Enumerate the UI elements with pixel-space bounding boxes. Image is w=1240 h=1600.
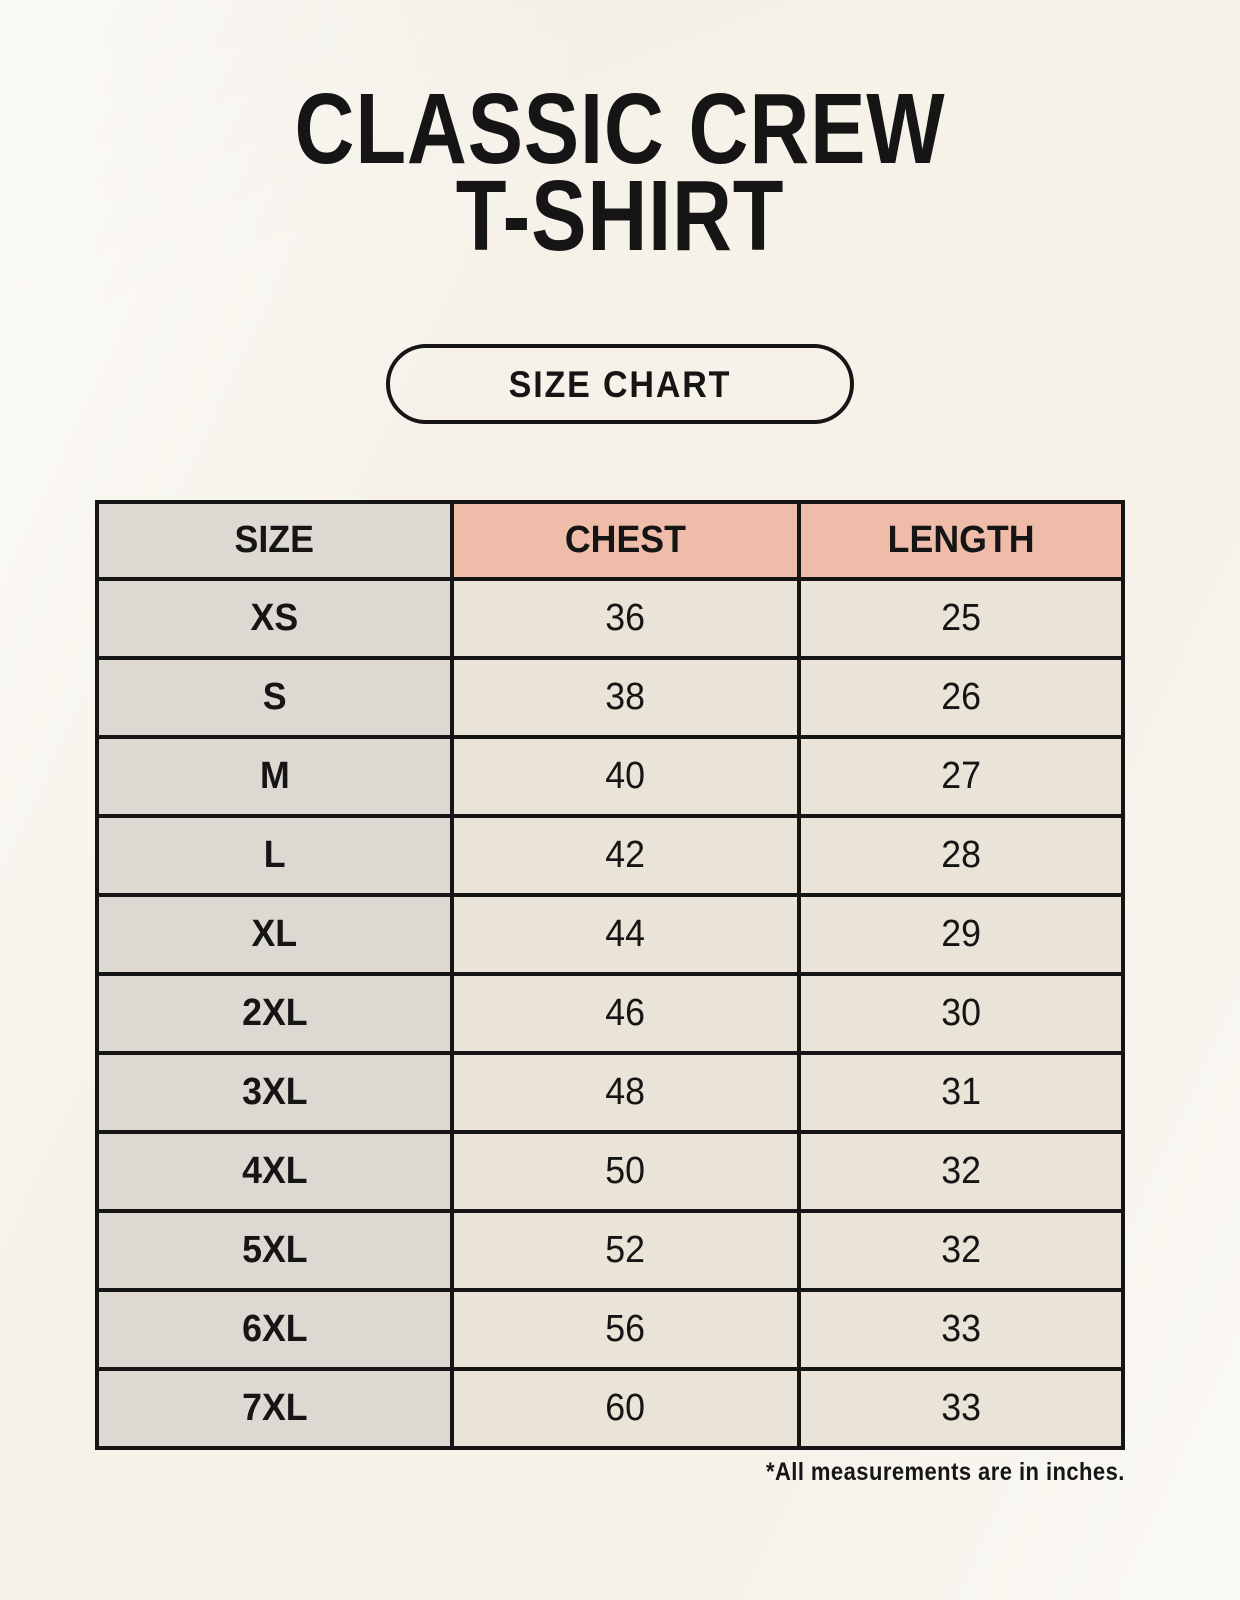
- table-row-xl: XL 44 29: [95, 893, 1126, 976]
- length-value: 28: [941, 834, 981, 876]
- size-value: 7XL: [241, 1387, 308, 1429]
- length-value: 25: [941, 597, 981, 639]
- table-row-l: L 42 28: [95, 814, 1126, 897]
- length-cell: 25: [796, 577, 1126, 660]
- size-label: 3XL: [95, 1051, 454, 1134]
- length-cell: 27: [796, 735, 1126, 818]
- chest-value: 42: [605, 834, 646, 876]
- column-header-chest: CHEST: [449, 500, 801, 581]
- size-value: XL: [251, 913, 298, 955]
- length-value: 30: [941, 992, 981, 1034]
- length-cell: 29: [796, 893, 1126, 976]
- size-chart-button-label: SIZE CHART: [508, 364, 732, 405]
- table-row-m: M 40 27: [95, 735, 1126, 818]
- length-value: 31: [941, 1071, 981, 1113]
- chest-cell: 44: [449, 893, 801, 976]
- column-header-length: LENGTH: [796, 500, 1126, 581]
- size-label: XS: [95, 577, 454, 660]
- chest-value: 46: [605, 992, 646, 1034]
- length-cell: 33: [796, 1367, 1126, 1450]
- column-header-chest-label: CHEST: [564, 519, 686, 561]
- size-chart-table: SIZE CHEST LENGTH XS 36 25 S 38 26 M: [95, 500, 1126, 1450]
- length-value: 29: [941, 913, 981, 955]
- chest-value: 44: [605, 913, 646, 955]
- chest-value: 60: [605, 1387, 646, 1429]
- size-label: 4XL: [95, 1130, 454, 1213]
- size-value: 4XL: [241, 1150, 308, 1192]
- table-row-6xl: 6XL 56 33: [95, 1288, 1126, 1371]
- length-cell: 33: [796, 1288, 1126, 1371]
- size-label: M: [95, 735, 454, 818]
- table-row-s: S 38 26: [95, 656, 1126, 739]
- size-label: XL: [95, 893, 454, 976]
- length-value: 27: [941, 755, 981, 797]
- table-row-3xl: 3XL 48 31: [95, 1051, 1126, 1134]
- chest-cell: 60: [449, 1367, 801, 1450]
- size-value: 5XL: [241, 1229, 308, 1271]
- table-header-row: SIZE CHEST LENGTH: [95, 500, 1126, 581]
- chest-value: 38: [605, 676, 646, 718]
- chest-cell: 48: [449, 1051, 801, 1134]
- size-value: S: [262, 676, 287, 718]
- size-value: L: [263, 834, 286, 876]
- size-value: XS: [250, 597, 299, 639]
- measurements-footnote-text: *All measurements are in inches.: [766, 1458, 1125, 1486]
- size-value: 6XL: [241, 1308, 308, 1350]
- size-label: S: [95, 656, 454, 739]
- table-row-5xl: 5XL 52 32: [95, 1209, 1126, 1292]
- length-cell: 28: [796, 814, 1126, 897]
- chest-cell: 40: [449, 735, 801, 818]
- size-value: 3XL: [241, 1071, 308, 1113]
- length-cell: 31: [796, 1051, 1126, 1134]
- chest-cell: 42: [449, 814, 801, 897]
- length-cell: 26: [796, 656, 1126, 739]
- chest-value: 50: [605, 1150, 646, 1192]
- length-value: 32: [941, 1229, 981, 1271]
- length-value: 26: [941, 676, 981, 718]
- column-header-size: SIZE: [95, 500, 454, 581]
- table-row-2xl: 2XL 46 30: [95, 972, 1126, 1055]
- length-cell: 30: [796, 972, 1126, 1055]
- page-title-line2: T-SHIRT: [455, 160, 785, 272]
- size-chart-button-container: SIZE CHART: [0, 344, 1240, 424]
- length-value: 33: [941, 1308, 981, 1350]
- page-title: CLASSIC CREW T-SHIRT: [0, 73, 1240, 272]
- chest-cell: 56: [449, 1288, 801, 1371]
- size-chart-button[interactable]: SIZE CHART: [386, 344, 854, 424]
- length-value: 33: [941, 1387, 981, 1429]
- measurements-footnote: *All measurements are in inches.: [95, 1458, 1125, 1487]
- size-value: 2XL: [241, 992, 308, 1034]
- chest-value: 36: [605, 597, 646, 639]
- chest-cell: 52: [449, 1209, 801, 1292]
- chest-cell: 46: [449, 972, 801, 1055]
- size-label: 2XL: [95, 972, 454, 1055]
- table-row-7xl: 7XL 60 33: [95, 1367, 1126, 1450]
- chest-cell: 38: [449, 656, 801, 739]
- chest-value: 40: [605, 755, 646, 797]
- size-label: 6XL: [95, 1288, 454, 1371]
- chest-value: 56: [605, 1308, 646, 1350]
- size-label: L: [95, 814, 454, 897]
- size-label: 5XL: [95, 1209, 454, 1292]
- page-title-line1: CLASSIC CREW: [294, 73, 946, 185]
- size-label: 7XL: [95, 1367, 454, 1450]
- column-header-length-label: LENGTH: [887, 519, 1035, 561]
- size-table-container: SIZE CHEST LENGTH XS 36 25 S 38 26 M: [95, 500, 1126, 1450]
- length-cell: 32: [796, 1209, 1126, 1292]
- chest-value: 48: [605, 1071, 646, 1113]
- chest-value: 52: [605, 1229, 646, 1271]
- table-row-4xl: 4XL 50 32: [95, 1130, 1126, 1213]
- length-value: 32: [941, 1150, 981, 1192]
- chest-cell: 36: [449, 577, 801, 660]
- size-value: M: [259, 755, 290, 797]
- length-cell: 32: [796, 1130, 1126, 1213]
- chest-cell: 50: [449, 1130, 801, 1213]
- table-row-xs: XS 36 25: [95, 577, 1126, 660]
- column-header-size-label: SIZE: [234, 519, 315, 561]
